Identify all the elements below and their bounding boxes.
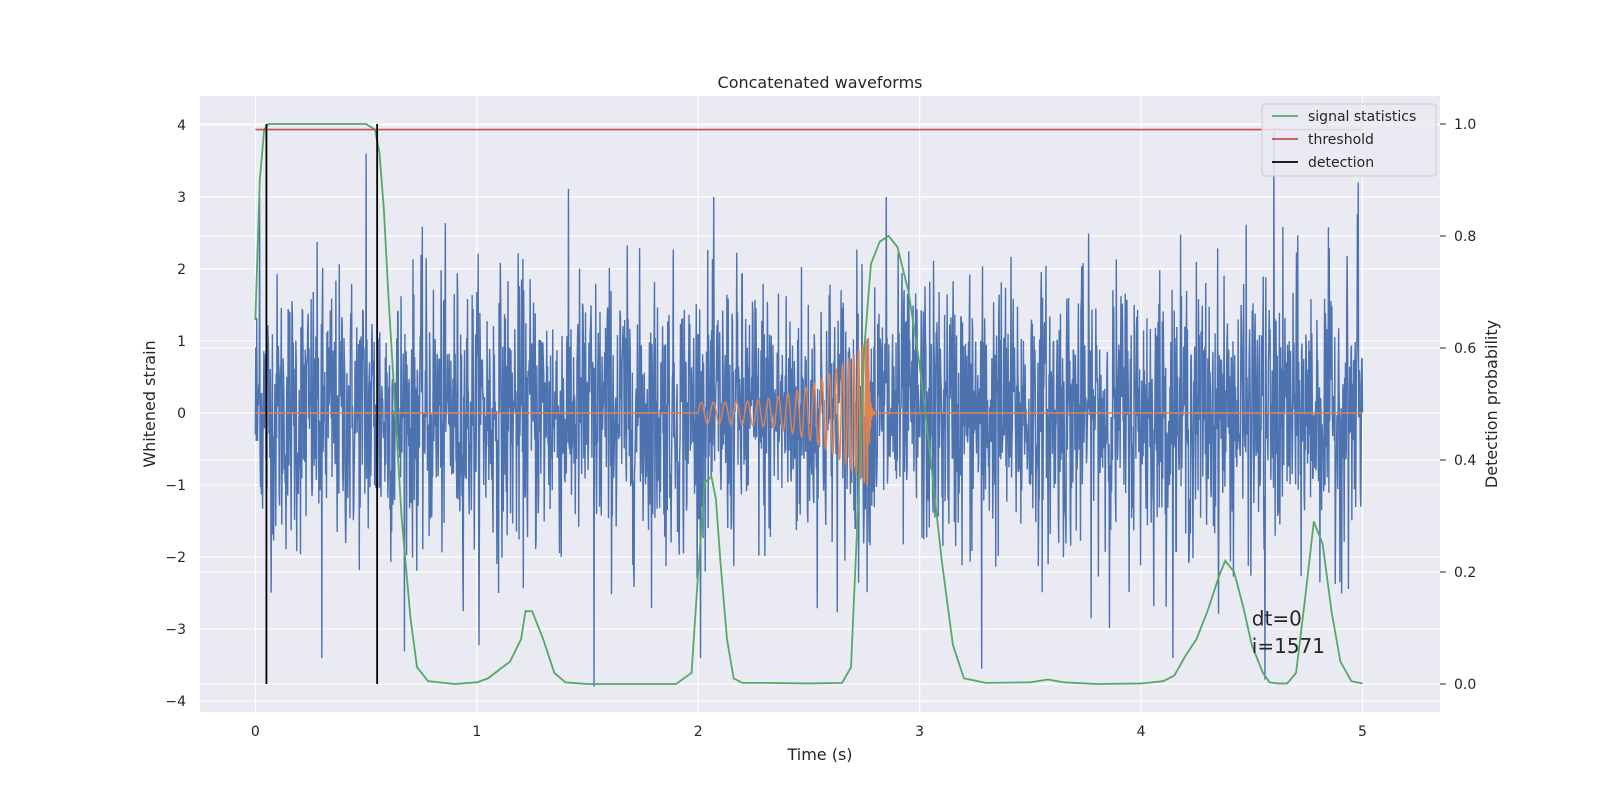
legend-frame [1261,103,1437,177]
y-tick-label: 4 [177,118,186,134]
x-tick-label: 0 [251,724,260,740]
y-tick-label: −4 [165,694,186,710]
x-tick-label: 4 [1137,724,1146,740]
x-axis-ticks: 0 1 2 3 4 5 [251,724,1367,740]
annotation-text: i=1571 [1252,634,1325,658]
x-tick-label: 5 [1358,724,1367,740]
signal-statistics-series [254,123,1363,685]
right-tick-label: 1.0 [1454,117,1476,133]
y-tick-label: −1 [165,478,186,494]
injected-chirp-series [255,337,1363,487]
legend-label-signal-statistics: signal statistics [1308,109,1416,125]
y-tick-label: −2 [165,550,186,566]
chart-title: Concatenated waveforms [718,73,923,92]
right-tick-label: 0.4 [1454,453,1476,469]
right-y-axis-label: Detection probability [1482,320,1501,488]
legend-label-threshold: threshold [1308,132,1374,148]
right-tick-label: 0.8 [1454,229,1476,245]
right-tick-label: 0.0 [1454,677,1476,693]
y-tick-label: −3 [165,622,186,638]
y-axis-label: Whitened strain [140,340,159,467]
x-tick-label: 1 [472,724,481,740]
y-tick-label: 2 [177,262,186,278]
y-tick-label: 1 [177,334,186,350]
legend-label-detection: detection [1308,155,1374,171]
y-tick-label: 0 [177,406,186,422]
y-tick-label: 3 [177,190,186,206]
y-axis-ticks: −4 −3 −2 −1 0 1 2 3 4 [165,118,186,710]
legend: signal statistics threshold detection [1261,103,1437,177]
detection-lines [265,124,379,684]
right-tick-label: 0.2 [1454,565,1476,581]
right-axis-ticks: 0.0 0.2 0.4 0.6 0.8 1.0 [1440,117,1476,693]
annotation-text: dt=0 [1252,607,1302,631]
x-tick-label: 2 [694,724,703,740]
x-tick-label: 3 [915,724,924,740]
annotations: dt=0 i=1571 [1252,607,1325,658]
x-axis-label: Time (s) [786,745,852,764]
right-tick-label: 0.6 [1454,341,1476,357]
